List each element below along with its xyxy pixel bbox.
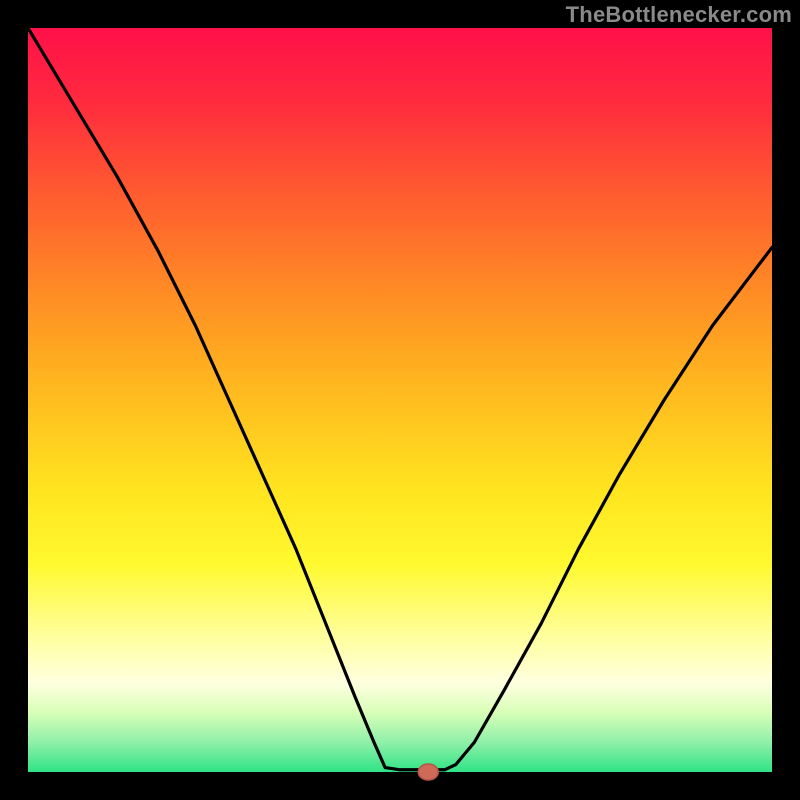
chart-container: TheBottlenecker.com xyxy=(0,0,800,800)
curve-layer xyxy=(0,0,800,800)
marker-dot xyxy=(418,764,438,780)
bottleneck-curve xyxy=(28,28,772,770)
